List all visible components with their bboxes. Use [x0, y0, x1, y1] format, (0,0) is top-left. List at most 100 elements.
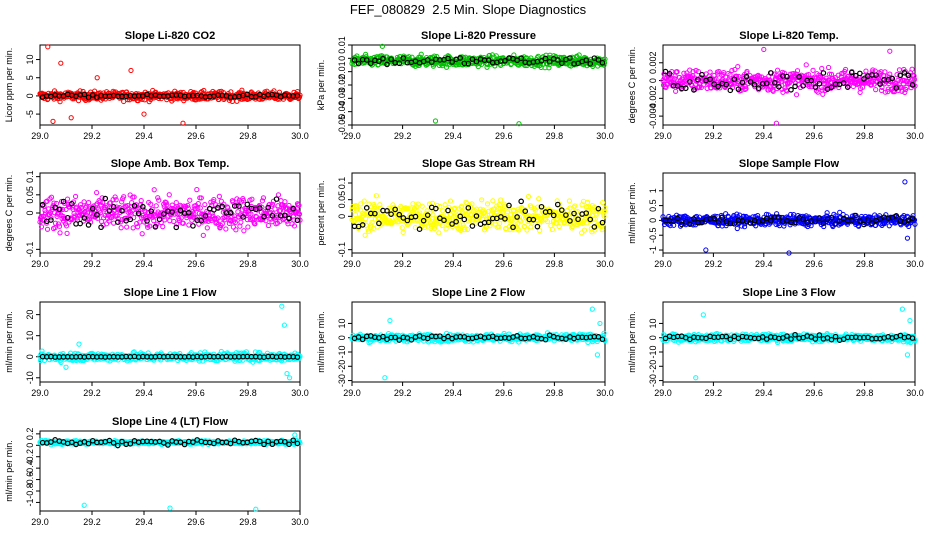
data-point: [442, 202, 448, 208]
cycle-point: [559, 60, 565, 67]
data-point: [419, 203, 425, 209]
y-tick-label: -0.04: [337, 101, 347, 122]
cycle-point: [380, 55, 386, 62]
data-point-spike: [50, 118, 56, 124]
cycle-point: [89, 92, 96, 98]
data-point: [803, 62, 809, 68]
x-tick-label: 29.0: [31, 259, 49, 269]
data-point: [781, 223, 787, 229]
data-point: [118, 225, 124, 231]
y-axis-label: ml/min per min.: [627, 182, 637, 244]
data-point: [416, 62, 422, 68]
cycle-point: [351, 57, 358, 63]
data-point-spike: [180, 120, 186, 126]
x-tick-label: 30.0: [906, 388, 924, 398]
data-point-spike: [597, 320, 603, 327]
cycle-point: [542, 55, 549, 62]
data-point: [793, 92, 800, 98]
y-tick-label: -20: [648, 360, 658, 373]
chart-title: Slope Li-820 Pressure: [421, 30, 536, 42]
x-tick-label: 29.6: [495, 259, 513, 269]
x-tick-label: 30.0: [596, 131, 614, 141]
data-point: [124, 224, 130, 230]
data-point: [167, 218, 173, 224]
chart-title: Slope Sample Flow: [739, 158, 840, 170]
data-point: [409, 54, 415, 60]
data-point-spike: [902, 179, 908, 185]
data-point: [602, 56, 608, 62]
chart-title: Slope Gas Stream RH: [422, 158, 535, 170]
x-tick-label: 29.8: [856, 131, 874, 141]
data-point-spike: [887, 48, 893, 54]
cycle-point: [473, 58, 480, 65]
data-point: [57, 230, 63, 236]
chart-title: Slope Line 2 Flow: [432, 287, 525, 299]
data-point: [810, 67, 816, 73]
data-point-spike: [94, 75, 100, 81]
y-tick-label: 10: [337, 318, 347, 328]
data-point: [819, 65, 825, 72]
data-point: [85, 200, 92, 206]
data-point: [584, 199, 591, 205]
y-tick-label: 10: [648, 318, 658, 328]
data-point: [57, 99, 63, 105]
cycle-point: [820, 70, 827, 76]
data-point-spike: [379, 43, 385, 49]
data-point: [484, 64, 490, 70]
data-point-spike: [594, 352, 601, 358]
cycle-point: [599, 59, 606, 66]
data-point: [443, 226, 449, 232]
y-tick-label: -30: [648, 374, 658, 387]
data-point: [825, 64, 832, 71]
data-point: [498, 197, 504, 203]
data-point: [536, 196, 542, 202]
data-point: [440, 208, 446, 214]
cycle-point: [355, 60, 362, 67]
cycle-point: [367, 60, 374, 67]
x-tick-label: 29.8: [546, 131, 564, 141]
data-point: [361, 198, 367, 204]
y-tick-label: 0: [337, 335, 347, 340]
data-point: [245, 224, 251, 230]
y-tick-label: 0.1: [337, 177, 347, 190]
data-point-spike: [68, 115, 74, 121]
x-tick-label: 29.6: [495, 388, 513, 398]
data-point-spike: [703, 247, 709, 253]
cycle-point: [400, 55, 407, 61]
data-point: [673, 88, 679, 94]
y-tick-label: 0.1: [25, 170, 35, 183]
data-point: [774, 67, 781, 73]
data-point: [576, 52, 582, 58]
data-point: [223, 226, 229, 232]
cycle-point: [294, 92, 301, 99]
data-point: [863, 68, 869, 74]
y-tick-label: -0.01: [337, 61, 347, 82]
data-point: [479, 197, 485, 203]
x-tick-label: 29.6: [805, 259, 823, 269]
data-point: [525, 193, 532, 200]
x-tick-label: 29.4: [444, 388, 462, 398]
cycle-point: [428, 59, 435, 65]
data-point: [681, 70, 687, 76]
chart-title: Slope Line 3 Flow: [743, 287, 836, 299]
data-point: [434, 54, 440, 60]
data-point: [484, 201, 491, 207]
data-point-spike: [761, 46, 767, 53]
y-tick-label: 1: [648, 188, 658, 193]
x-tick-label: 29.0: [654, 259, 672, 269]
cycle-point: [554, 57, 561, 63]
x-tick-label: 29.2: [394, 388, 412, 398]
y-axis-label: degrees C per min.: [4, 175, 14, 252]
data-point: [297, 92, 303, 98]
chart-title: Slope Line 1 Flow: [124, 287, 217, 299]
y-tick-label: 10: [25, 331, 35, 341]
y-tick-label: -0.004: [648, 103, 658, 129]
y-tick-label: 0: [25, 210, 35, 215]
y-tick-label: 5: [25, 75, 35, 80]
data-point: [524, 227, 530, 233]
data-point: [581, 227, 588, 233]
data-point: [566, 198, 573, 204]
y-tick-label: 20: [25, 310, 35, 320]
